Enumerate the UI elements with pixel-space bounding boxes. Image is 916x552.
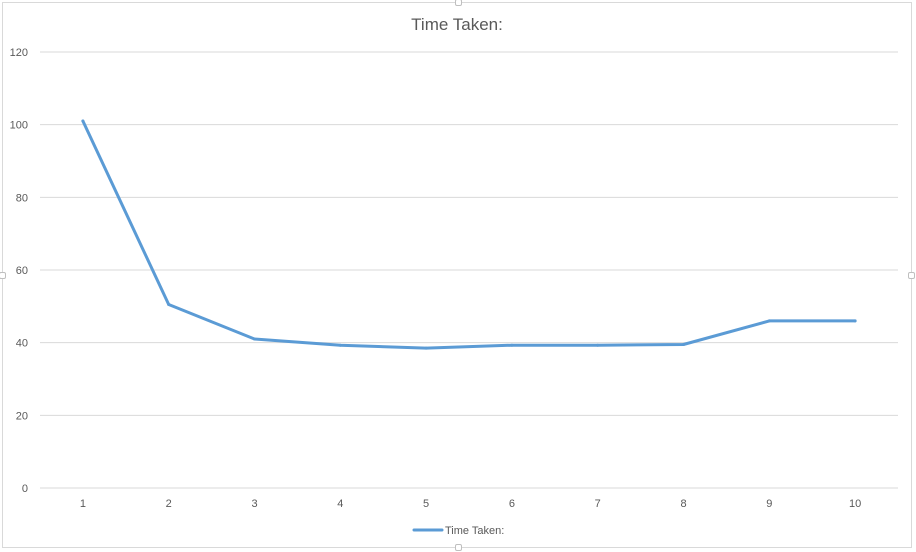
x-tick-label: 3 [251,498,257,510]
y-tick-label: 40 [16,338,28,350]
data-point [424,346,428,350]
x-tick-label: 8 [680,498,686,510]
legend: Time Taken: [412,525,504,537]
x-tick-label: 1 [80,498,86,510]
x-tick-label: 9 [766,498,772,510]
x-tick-label: 5 [423,498,429,510]
data-point [338,343,342,347]
y-tick-label: 100 [10,120,28,132]
resize-handle-left[interactable] [0,272,6,279]
resize-handle-right[interactable] [908,272,915,279]
legend-label: Time Taken: [445,525,504,537]
y-tick-label: 0 [22,483,28,495]
x-tick-label: 7 [595,498,601,510]
x-tick-label: 6 [509,498,515,510]
y-axis-tick-labels: 0 20 40 60 80 100 120 [10,47,28,495]
data-point [253,337,256,341]
resize-handle-top[interactable] [455,0,462,6]
data-point [682,342,685,346]
resize-handle-bottom[interactable] [455,544,462,551]
y-tick-label: 60 [16,265,28,277]
data-point [767,319,771,323]
y-tick-label: 120 [10,47,28,59]
y-tick-label: 20 [16,410,28,422]
data-point [167,303,171,307]
series-line-0 [81,119,857,350]
data-point [81,119,85,123]
x-tick-label: 10 [849,498,861,510]
x-axis-tick-labels: 1 2 3 4 5 6 7 8 9 10 [80,498,861,510]
data-point [853,319,857,323]
y-tick-label: 80 [16,192,28,204]
series-lines [81,119,857,350]
chart-title: Time Taken: [411,15,503,34]
gridlines [40,51,898,489]
data-point [596,343,600,347]
x-tick-label: 4 [337,498,343,510]
x-tick-label: 2 [166,498,172,510]
data-point [510,343,514,347]
